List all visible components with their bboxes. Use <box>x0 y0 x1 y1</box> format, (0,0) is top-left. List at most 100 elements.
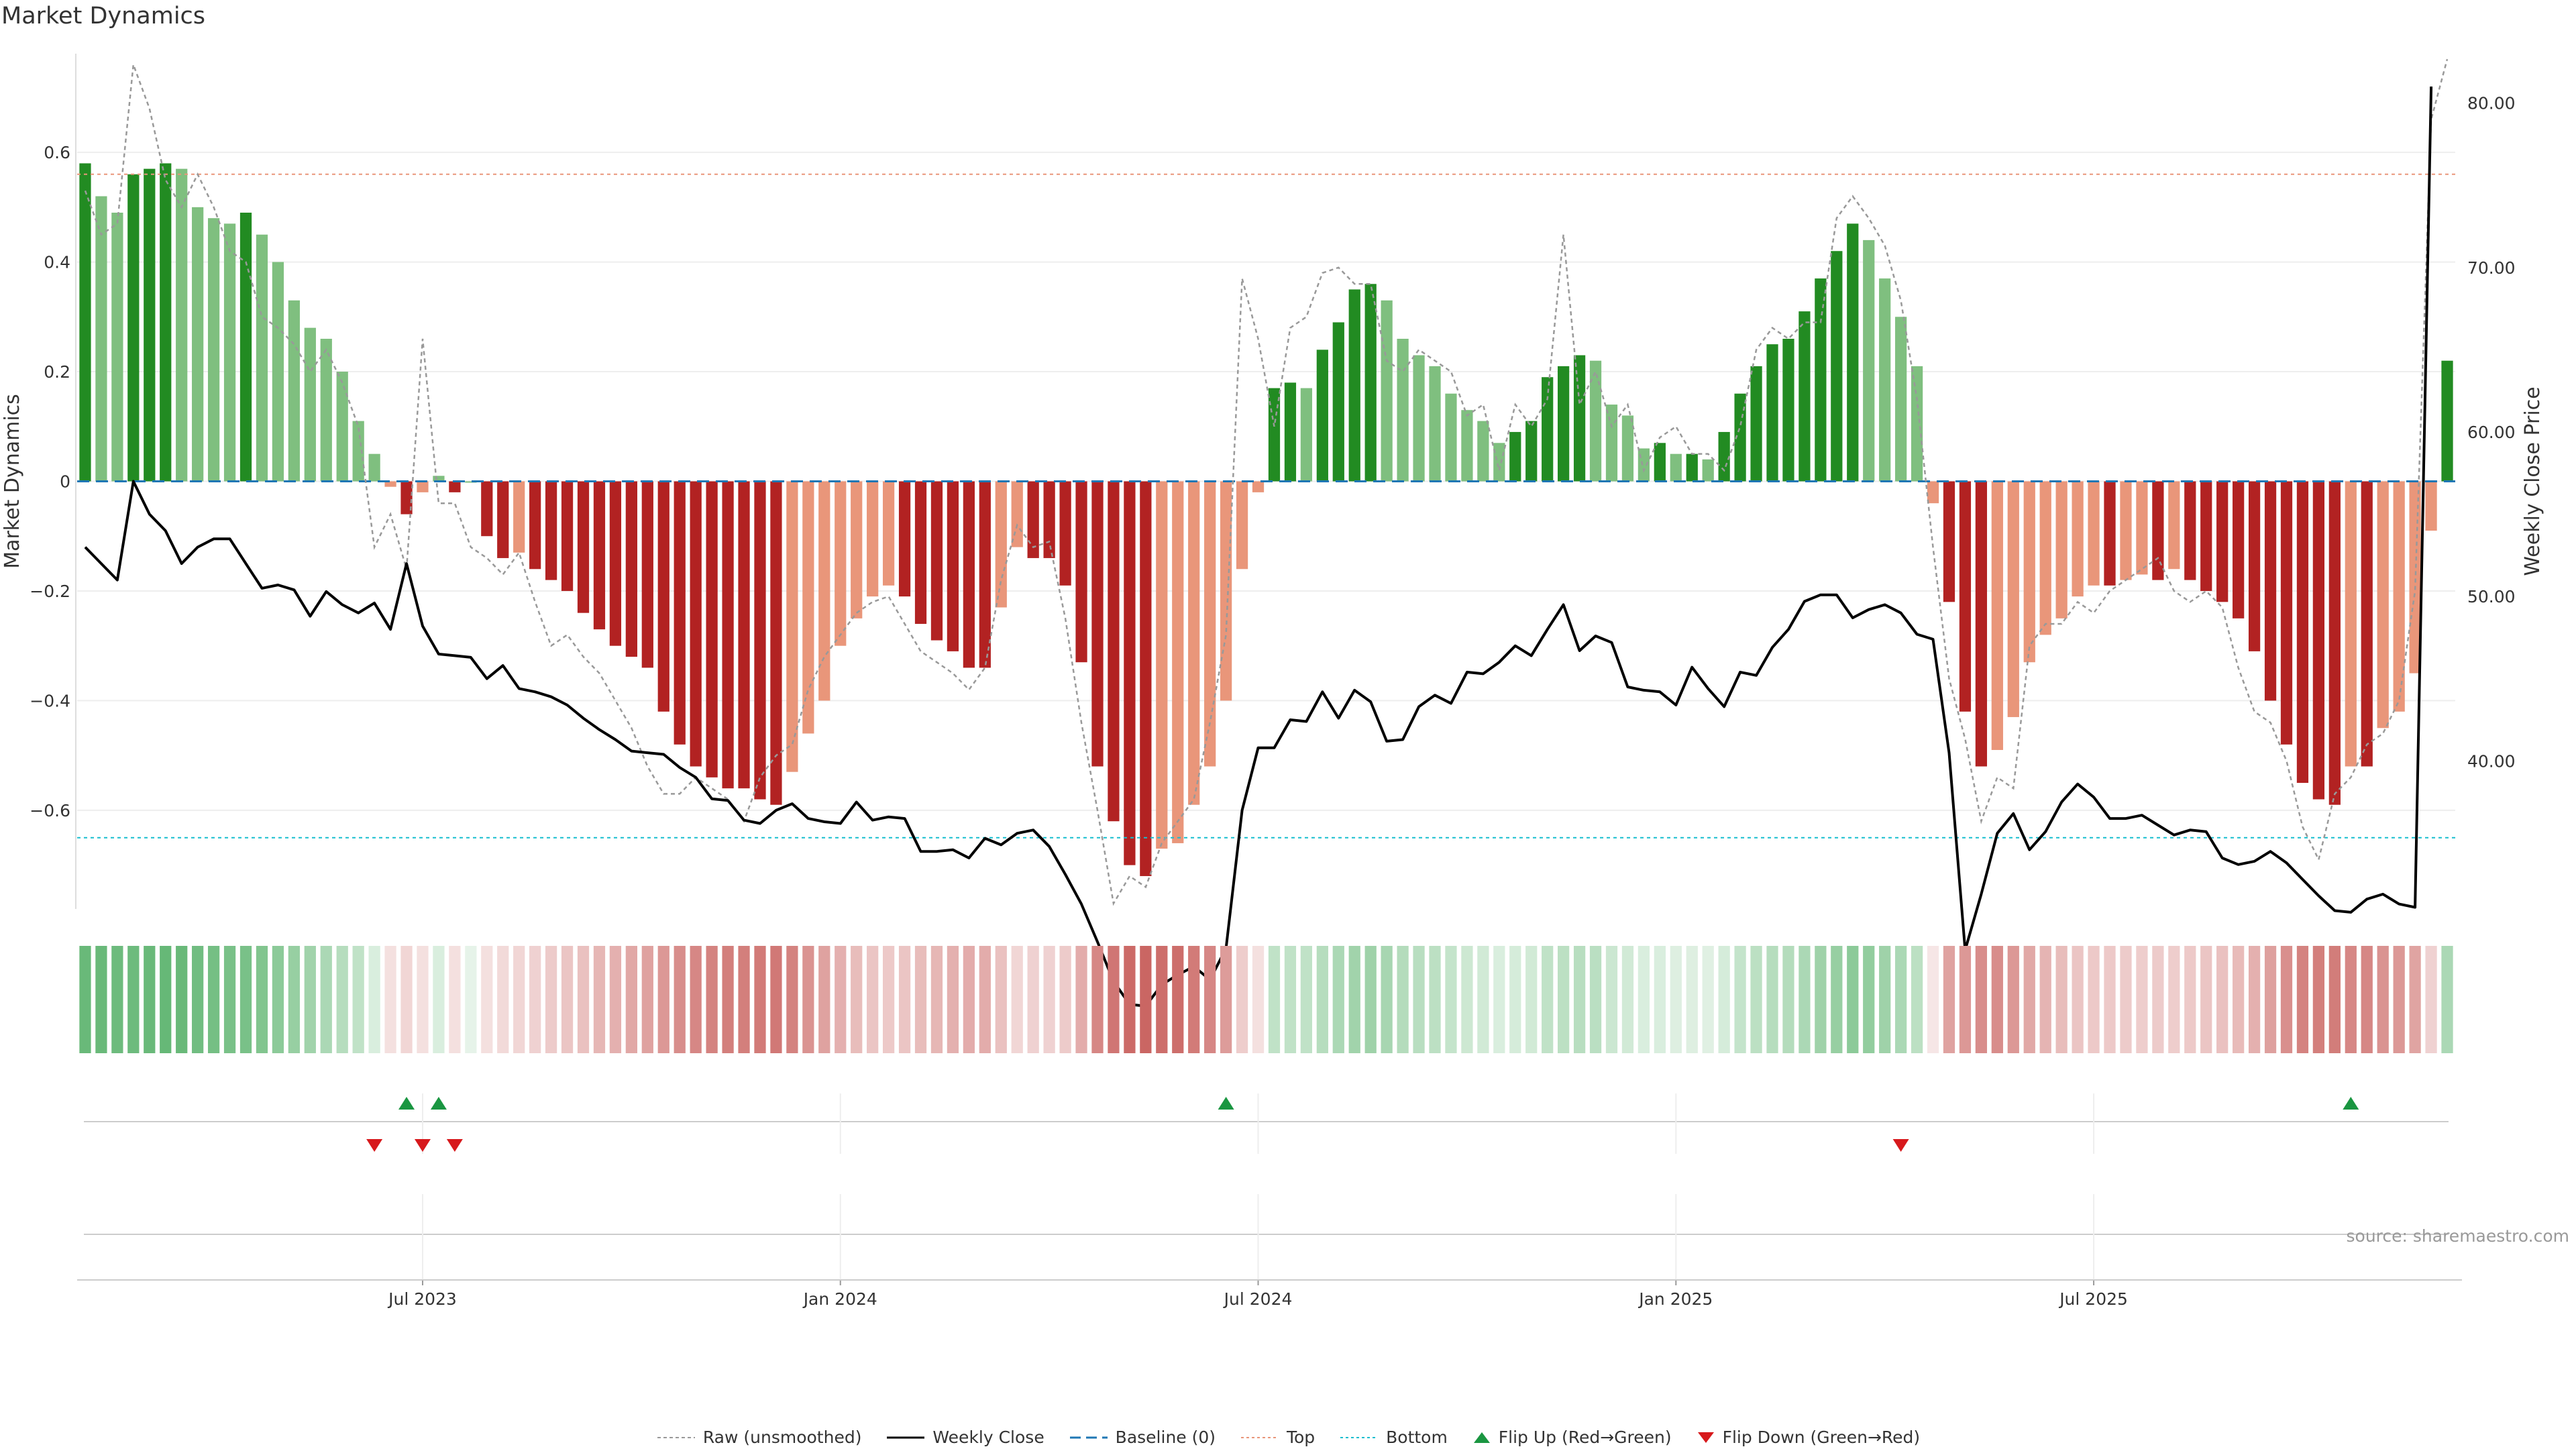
bar <box>2393 481 2405 712</box>
legend-item-bottom[interactable]: Bottom <box>1339 1428 1448 1447</box>
heat-cell <box>2248 946 2261 1053</box>
heat-cell <box>2200 946 2212 1053</box>
heat-cell <box>1670 946 1682 1053</box>
heat-cell <box>1445 946 1457 1053</box>
heat-cell <box>802 946 814 1053</box>
bar <box>2023 481 2035 663</box>
bar <box>1011 481 1023 547</box>
bar <box>1959 481 1972 712</box>
heat-cell <box>1718 946 1730 1053</box>
legend-label-top: Top <box>1286 1428 1316 1447</box>
bar <box>1043 481 1055 558</box>
bar <box>336 372 348 482</box>
bar <box>2120 481 2132 580</box>
bar <box>192 207 204 482</box>
heat-cell <box>1621 946 1634 1053</box>
bar <box>1654 443 1666 482</box>
bar <box>1991 481 2003 750</box>
bar <box>497 481 509 558</box>
heat-cell <box>1831 946 1843 1053</box>
bar <box>2425 481 2437 531</box>
heat-cell <box>1252 946 1265 1053</box>
bar <box>657 481 669 712</box>
legend-item-top[interactable]: Top <box>1240 1428 1315 1447</box>
bar <box>1911 366 1923 482</box>
raw-series-line <box>84 58 2449 906</box>
bar <box>1332 322 1344 482</box>
legend-item-raw[interactable]: Raw (unsmoothed) <box>656 1428 861 1447</box>
legend: Raw (unsmoothed) Weekly Close Baseline (… <box>0 1428 2576 1448</box>
heat-cell <box>1300 946 1313 1053</box>
bar <box>368 453 380 482</box>
heat-cell <box>2088 946 2100 1053</box>
heat-cell <box>384 946 396 1053</box>
bar <box>1381 300 1393 482</box>
bar <box>1621 415 1634 482</box>
legend-label-bottom: Bottom <box>1386 1428 1448 1447</box>
bar <box>561 481 574 591</box>
legend-item-flip-down[interactable]: Flip Down (Green→Red) <box>1696 1428 1921 1447</box>
bar <box>1782 339 1794 482</box>
heat-cell <box>1284 946 1297 1053</box>
bar <box>2377 481 2389 729</box>
heat-cell <box>1348 946 1360 1053</box>
bar <box>625 481 637 657</box>
heat-cell <box>513 946 525 1053</box>
heat-cell <box>465 946 477 1053</box>
heat-cell <box>1654 946 1666 1053</box>
heat-cell <box>1493 946 1505 1053</box>
heat-cell <box>545 946 557 1053</box>
bar <box>481 481 493 537</box>
heat-cell <box>1879 946 1891 1053</box>
legend-item-close[interactable]: Weekly Close <box>885 1428 1044 1447</box>
heat-cell <box>770 946 782 1053</box>
heat-cell <box>2361 946 2373 1053</box>
heat-cell <box>95 946 107 1053</box>
heat-cell <box>1991 946 2003 1053</box>
heat-cell <box>2264 946 2277 1053</box>
heat-cell <box>1542 946 1554 1053</box>
heat-cell <box>1943 946 1955 1053</box>
heat-cell <box>690 946 702 1053</box>
heat-cell <box>256 946 268 1053</box>
bar <box>352 421 364 482</box>
bar <box>2072 481 2084 597</box>
legend-label-flip-down: Flip Down (Green→Red) <box>1722 1428 1921 1447</box>
bar <box>802 481 814 734</box>
bar <box>754 481 766 800</box>
bar <box>2184 481 2196 580</box>
bar <box>160 163 172 482</box>
flip-up-marker <box>430 1097 447 1110</box>
source-note: source: sharemaestro.com <box>2346 1226 2570 1246</box>
bar <box>1589 360 1602 482</box>
heat-cell <box>1686 946 1698 1053</box>
bar <box>2345 481 2357 767</box>
heat-cell <box>1188 946 1200 1053</box>
legend-close-swatch <box>885 1431 926 1444</box>
x-axis: Jul 2023 Jan 2024 Jul 2024 Jan 2025 Jul 2025 <box>77 1279 2462 1309</box>
bar <box>1108 481 1120 822</box>
legend-item-flip-up[interactable]: Flip Up (Red→Green) <box>1472 1428 1672 1447</box>
heat-cell <box>1268 946 1281 1053</box>
heat-cell <box>1075 946 1087 1053</box>
y-axis-label: Market Dynamics <box>1 394 24 569</box>
heat-cell <box>207 946 220 1053</box>
heat-cell <box>288 946 300 1053</box>
bar <box>1605 405 1618 482</box>
heat-cell <box>1847 946 1859 1053</box>
heat-cell <box>593 946 606 1053</box>
bar <box>1638 448 1650 482</box>
heat-cell <box>738 946 750 1053</box>
bar <box>272 262 284 482</box>
bar <box>1316 350 1328 482</box>
bar <box>1702 459 1714 482</box>
legend-item-baseline[interactable]: Baseline (0) <box>1069 1428 1216 1447</box>
bar <box>1075 481 1087 663</box>
heat-cell <box>352 946 364 1053</box>
bar <box>1059 481 1071 586</box>
bar <box>1156 481 1168 849</box>
bar <box>2104 481 2116 586</box>
bar <box>545 481 557 580</box>
bar <box>2136 481 2148 575</box>
bar <box>593 481 606 630</box>
